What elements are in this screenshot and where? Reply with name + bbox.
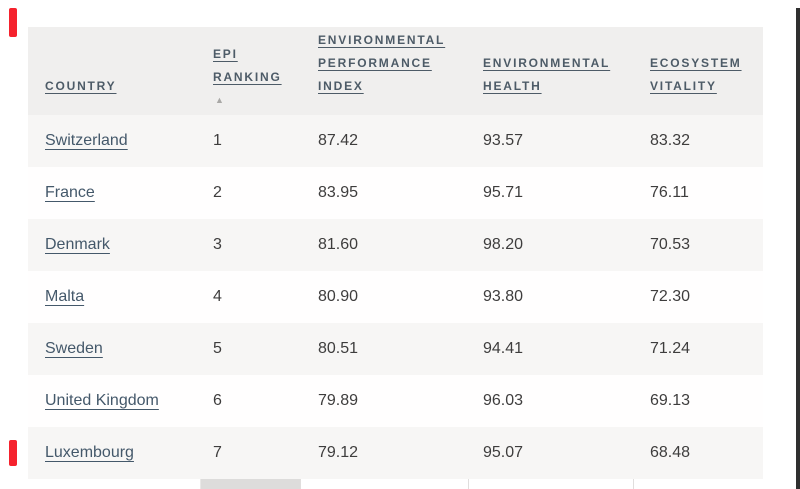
cell-epi: 87.42 (318, 132, 359, 149)
cell-eco-vitality: 71.24 (650, 340, 691, 357)
cell-env-health: 98.20 (483, 236, 524, 253)
header-cell-epi-ranking[interactable]: EPI RANKING ▲ (200, 43, 300, 115)
cell-country: Denmark (28, 236, 200, 254)
cell-epi-ranking: 3 (213, 236, 222, 253)
cell-epi: 79.12 (318, 444, 359, 461)
header-label: VITALITY (650, 79, 717, 93)
table-row: United Kingdom 6 79.89 96.03 69.13 (28, 375, 763, 427)
table-row: Malta 4 80.90 93.80 72.30 (28, 271, 763, 323)
table-body: Switzerland 1 87.42 93.57 83.32 France 2 83.95 9… (28, 115, 763, 479)
header-cell-country[interactable]: COUNTRY (28, 75, 200, 115)
header-label: EPI (213, 47, 238, 61)
cell-eco-vitality: 83.32 (650, 132, 691, 149)
country-link[interactable]: Switzerland (45, 132, 128, 149)
cell-eco-vitality: 70.53 (650, 236, 691, 253)
cell-epi: 81.60 (318, 236, 359, 253)
cell-country: Sweden (28, 340, 200, 358)
cell-eco-vitality: 72.30 (650, 288, 691, 305)
cell-env-health: 93.80 (483, 288, 524, 305)
cell-env-health: 96.03 (483, 392, 524, 409)
epi-table: COUNTRY EPI RANKING ▲ ENVIRONMENTAL PERF… (28, 27, 763, 489)
country-link[interactable]: Malta (45, 288, 85, 305)
header-label: HEALTH (483, 79, 542, 93)
country-link[interactable]: Sweden (45, 340, 103, 357)
header-label: ENVIRONMENTAL (318, 33, 446, 47)
header-cell-environmental-health[interactable]: ENVIRONMENTAL HEALTH (468, 52, 633, 115)
header-label: ENVIRONMENTAL (483, 56, 611, 70)
country-link[interactable]: Luxembourg (45, 444, 134, 461)
cell-country: Switzerland (28, 132, 200, 150)
cell-epi-ranking: 7 (213, 444, 222, 461)
cell-epi-ranking: 4 (213, 288, 222, 305)
header-cell-environmental-performance-index[interactable]: ENVIRONMENTAL PERFORMANCE INDEX (300, 29, 468, 115)
header-label: COUNTRY (45, 79, 117, 93)
cell-env-health: 94.41 (483, 340, 524, 357)
cell-env-health: 95.07 (483, 444, 524, 461)
cell-country: Malta (28, 288, 200, 306)
cell-country: United Kingdom (28, 392, 200, 410)
country-link[interactable]: United Kingdom (45, 392, 159, 409)
header-label: RANKING (213, 70, 282, 84)
cell-epi: 83.95 (318, 184, 359, 201)
cell-epi-ranking: 6 (213, 392, 222, 409)
table-row: Luxembourg 7 79.12 95.07 68.48 (28, 427, 763, 479)
red-marker-artifact (9, 8, 17, 37)
cell-epi-ranking: 1 (213, 132, 222, 149)
cell-eco-vitality: 69.13 (650, 392, 691, 409)
sort-ascending-icon[interactable]: ▲ (215, 95, 226, 105)
table-row: Switzerland 1 87.42 93.57 83.32 (28, 115, 763, 167)
country-link[interactable]: Denmark (45, 236, 110, 253)
table-header: COUNTRY EPI RANKING ▲ ENVIRONMENTAL PERF… (28, 27, 763, 115)
header-label: PERFORMANCE (318, 56, 432, 70)
header-cell-ecosystem-vitality[interactable]: ECOSYSTEM VITALITY (633, 52, 763, 115)
cell-epi: 80.51 (318, 340, 359, 357)
cell-env-health: 93.57 (483, 132, 524, 149)
cell-epi-ranking: 5 (213, 340, 222, 357)
header-label: ECOSYSTEM (650, 56, 742, 70)
cell-epi: 80.90 (318, 288, 359, 305)
cell-country: Luxembourg (28, 444, 200, 462)
country-link[interactable]: France (45, 184, 95, 201)
table-row: France 2 83.95 95.71 76.11 (28, 167, 763, 219)
cell-env-health: 95.71 (483, 184, 524, 201)
cell-country: France (28, 184, 200, 202)
red-marker-artifact (9, 440, 17, 466)
table-row: Denmark 3 81.60 98.20 70.53 (28, 219, 763, 271)
cell-epi: 79.89 (318, 392, 359, 409)
header-label: INDEX (318, 79, 364, 93)
table-row: Sweden 5 80.51 94.41 71.24 (28, 323, 763, 375)
cell-eco-vitality: 68.48 (650, 444, 691, 461)
screenshot-edge-line (796, 8, 800, 489)
cell-eco-vitality: 76.11 (650, 184, 689, 201)
cell-epi-ranking: 2 (213, 184, 222, 201)
